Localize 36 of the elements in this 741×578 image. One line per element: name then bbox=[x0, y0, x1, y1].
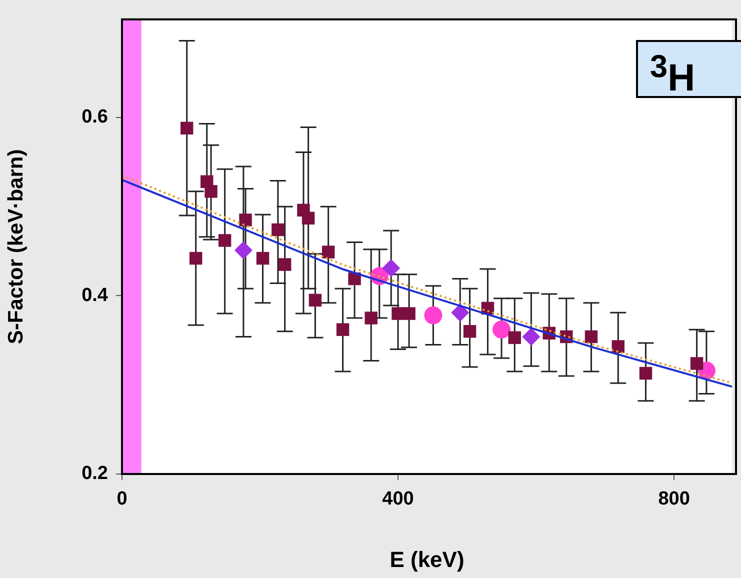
point bbox=[272, 223, 284, 236]
point bbox=[189, 252, 202, 265]
point bbox=[218, 234, 232, 247]
point bbox=[336, 323, 350, 336]
y-tick-label: 0.6 bbox=[82, 106, 108, 128]
point bbox=[508, 331, 521, 344]
x-axis-title: E (keV) bbox=[390, 546, 464, 572]
point bbox=[451, 304, 470, 322]
y-axis-title: S-Factor (keV·barn) bbox=[4, 149, 28, 344]
y-tick-label: 0.4 bbox=[82, 284, 108, 306]
x-tick-label: 400 bbox=[382, 488, 414, 510]
point bbox=[522, 328, 540, 346]
point bbox=[204, 185, 218, 198]
x-tick-label: 0 bbox=[116, 488, 128, 510]
point bbox=[322, 246, 335, 258]
point bbox=[424, 306, 442, 324]
point bbox=[256, 252, 270, 265]
point bbox=[584, 330, 598, 344]
point bbox=[234, 241, 252, 260]
point bbox=[180, 122, 194, 135]
point bbox=[492, 320, 511, 339]
point bbox=[690, 357, 704, 370]
point bbox=[239, 214, 252, 226]
y-tick-label: 0.2 bbox=[82, 463, 108, 484]
point bbox=[402, 307, 416, 320]
point bbox=[302, 212, 315, 225]
point bbox=[364, 312, 378, 324]
point bbox=[639, 366, 652, 380]
annotation: $^{3}$H bbox=[636, 40, 741, 100]
point bbox=[612, 340, 625, 353]
point bbox=[382, 259, 400, 278]
point bbox=[278, 258, 292, 271]
point bbox=[308, 294, 322, 307]
x-tick-label: 800 bbox=[658, 488, 690, 510]
point bbox=[463, 325, 476, 338]
point bbox=[348, 272, 361, 286]
